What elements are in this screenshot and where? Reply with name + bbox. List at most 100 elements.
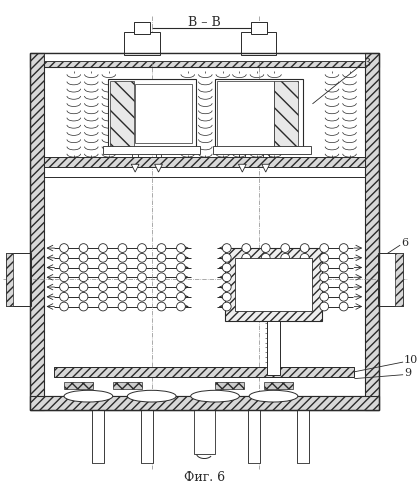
Polygon shape <box>155 164 163 172</box>
Circle shape <box>300 273 309 281</box>
Circle shape <box>18 294 26 303</box>
Circle shape <box>59 302 68 311</box>
Bar <box>30 396 379 410</box>
Circle shape <box>222 244 231 252</box>
Circle shape <box>137 292 146 301</box>
Bar <box>241 32 277 55</box>
Bar <box>30 53 379 67</box>
Circle shape <box>339 254 348 262</box>
Circle shape <box>137 282 146 292</box>
Circle shape <box>118 263 127 272</box>
Circle shape <box>157 282 166 292</box>
Bar <box>365 53 379 410</box>
Circle shape <box>98 302 107 311</box>
Bar <box>44 158 365 167</box>
Circle shape <box>59 254 68 262</box>
Bar <box>378 253 403 306</box>
Bar <box>297 410 309 464</box>
Bar <box>113 382 142 390</box>
Circle shape <box>261 254 270 262</box>
Circle shape <box>98 273 107 281</box>
Text: 6: 6 <box>401 238 408 248</box>
Circle shape <box>222 263 231 272</box>
Circle shape <box>137 244 146 252</box>
Circle shape <box>281 263 290 272</box>
Text: 10: 10 <box>404 355 418 365</box>
Circle shape <box>98 292 107 301</box>
Bar <box>124 32 160 55</box>
Ellipse shape <box>191 390 239 402</box>
Circle shape <box>222 273 231 281</box>
Bar <box>135 84 191 143</box>
Bar <box>213 146 310 154</box>
Circle shape <box>339 302 348 311</box>
Circle shape <box>79 254 88 262</box>
Text: В – В: В – В <box>188 16 221 29</box>
Circle shape <box>157 273 166 281</box>
Circle shape <box>320 263 328 272</box>
Circle shape <box>339 263 348 272</box>
Bar <box>5 253 31 306</box>
Bar <box>64 382 93 390</box>
Circle shape <box>320 302 328 311</box>
Circle shape <box>98 254 107 262</box>
Text: 9: 9 <box>404 368 411 378</box>
Circle shape <box>157 244 166 252</box>
Text: Фиг. 6: Фиг. 6 <box>184 471 225 484</box>
Circle shape <box>157 292 166 301</box>
Circle shape <box>79 263 88 272</box>
Circle shape <box>261 302 270 311</box>
Circle shape <box>383 265 392 274</box>
Circle shape <box>59 263 68 272</box>
Bar <box>235 258 313 312</box>
Circle shape <box>59 273 68 281</box>
Ellipse shape <box>127 390 176 402</box>
Bar <box>215 382 244 390</box>
Circle shape <box>242 302 251 311</box>
Circle shape <box>320 282 328 292</box>
Circle shape <box>98 244 107 252</box>
Polygon shape <box>131 164 139 172</box>
Circle shape <box>383 284 392 294</box>
Circle shape <box>118 292 127 301</box>
Circle shape <box>242 254 251 262</box>
Bar <box>264 370 283 376</box>
Bar <box>92 410 104 464</box>
Bar <box>30 53 44 410</box>
Bar <box>225 248 322 321</box>
Circle shape <box>383 275 392 283</box>
Bar <box>54 367 354 376</box>
Circle shape <box>383 256 392 264</box>
Circle shape <box>339 292 348 301</box>
Circle shape <box>18 265 26 274</box>
Circle shape <box>118 282 127 292</box>
Circle shape <box>320 292 328 301</box>
Circle shape <box>98 263 107 272</box>
Circle shape <box>59 292 68 301</box>
Circle shape <box>137 302 146 311</box>
Circle shape <box>242 292 251 301</box>
Bar <box>267 321 280 374</box>
Circle shape <box>157 302 166 311</box>
Circle shape <box>320 244 328 252</box>
Bar <box>30 396 379 410</box>
Circle shape <box>339 244 348 252</box>
Circle shape <box>176 263 185 272</box>
Circle shape <box>222 292 231 301</box>
Circle shape <box>98 282 107 292</box>
Circle shape <box>300 282 309 292</box>
Circle shape <box>79 292 88 301</box>
Circle shape <box>242 282 251 292</box>
Bar <box>251 22 267 34</box>
Bar <box>395 253 403 306</box>
Bar <box>134 22 150 34</box>
Bar <box>215 80 303 148</box>
Bar <box>248 410 260 464</box>
Circle shape <box>281 254 290 262</box>
Circle shape <box>18 275 26 283</box>
Bar <box>194 410 215 454</box>
Circle shape <box>157 254 166 262</box>
Circle shape <box>137 254 146 262</box>
Circle shape <box>18 256 26 264</box>
Circle shape <box>176 282 185 292</box>
